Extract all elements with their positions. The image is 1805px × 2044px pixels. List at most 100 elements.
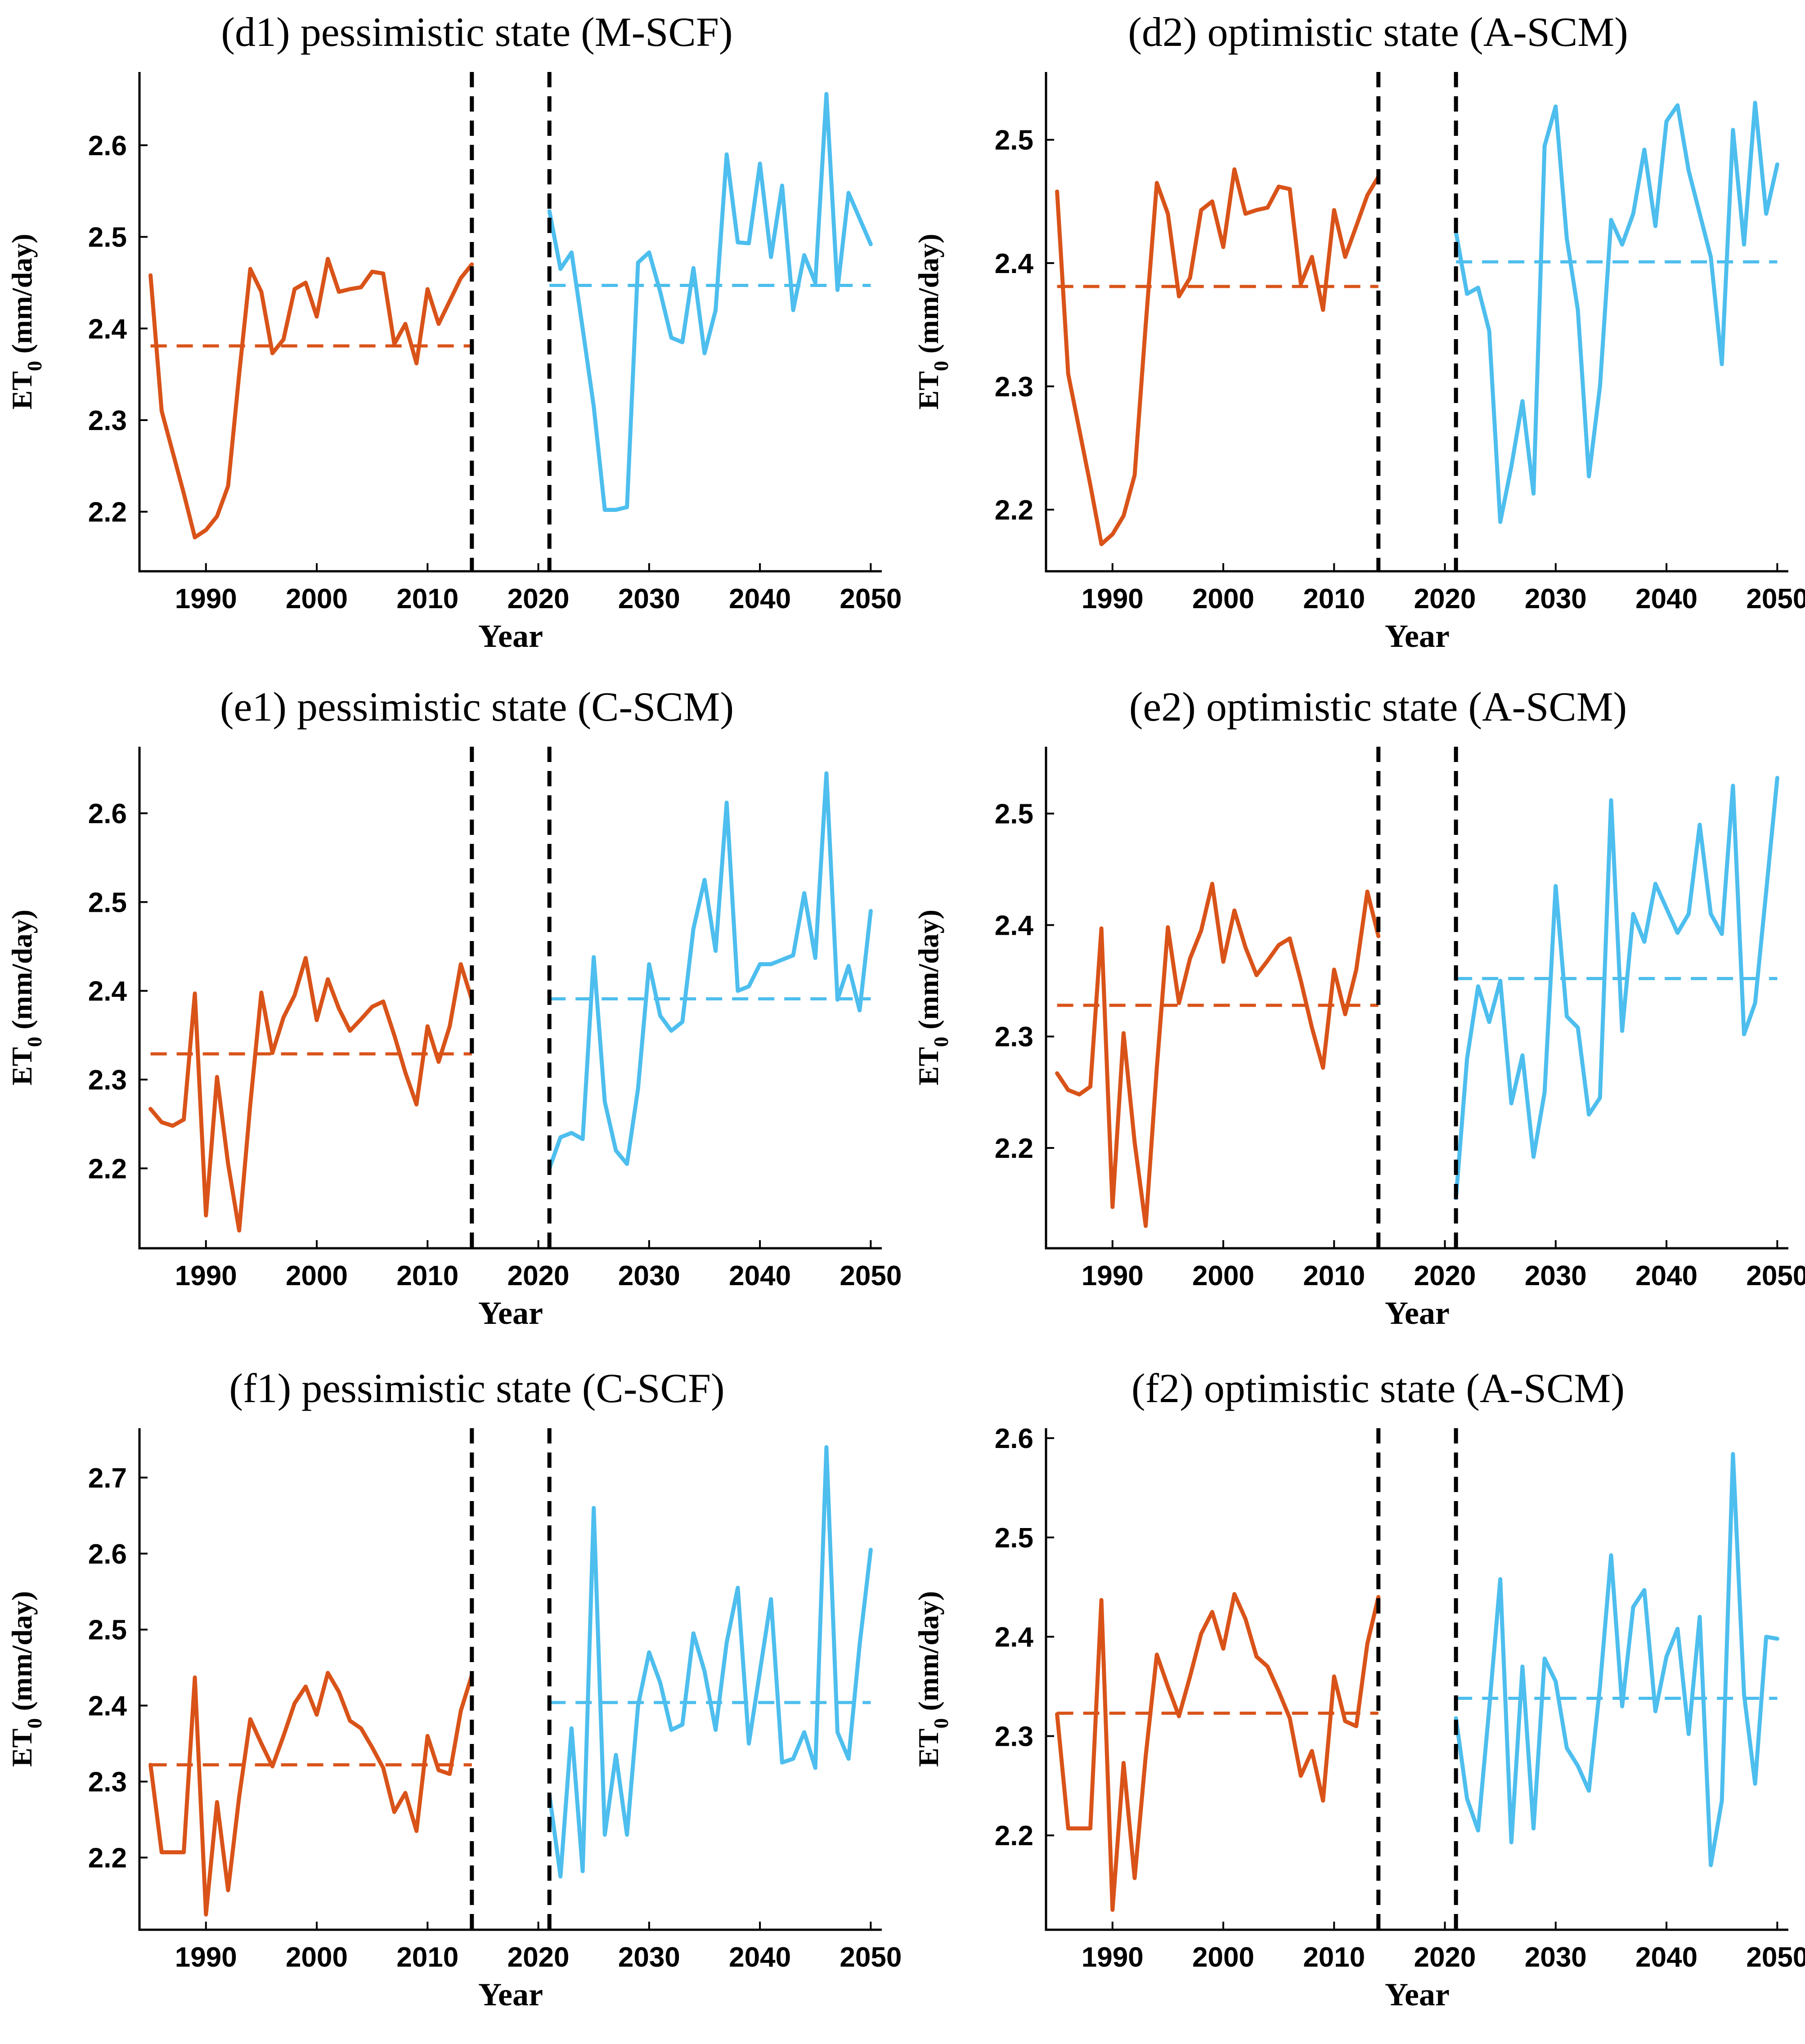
x-tick-label: 2030 [618, 583, 680, 614]
x-tick-label: 1990 [1082, 583, 1144, 614]
axis-lines [1045, 72, 1788, 573]
x-tick-label: 1990 [175, 1260, 237, 1291]
y-axis-label: ET0 (mm/day) [912, 910, 952, 1085]
y-tick-label: 2.5 [995, 799, 1033, 830]
y-tick-label: 2.5 [995, 125, 1033, 156]
x-tick-label: 2050 [840, 583, 902, 614]
axis-lines [1045, 1428, 1788, 1931]
series-line-historical [148, 257, 474, 540]
x-axis-label: Year [478, 1977, 543, 2013]
x-axis-label: Year [1385, 1977, 1450, 2013]
y-axis-label-main: ET [6, 1729, 38, 1767]
x-tick-label: 2040 [729, 1260, 791, 1291]
x-tick-label: 2030 [1525, 583, 1587, 614]
x-tick-label: 2030 [618, 1942, 680, 1973]
series-line-historical [148, 1671, 474, 1917]
x-tick-label: 2010 [1303, 1260, 1365, 1291]
x-tick-label: 2000 [1192, 583, 1254, 614]
x-tick-label: 2020 [1414, 583, 1476, 614]
y-axis-label: ET0 (mm/day) [912, 1591, 952, 1767]
y-axis-label-unit: (mm/day) [6, 910, 38, 1037]
chart-title: (e1) pessimistic state (C-SCM) [220, 684, 734, 730]
y-tick-label: 2.2 [995, 1133, 1033, 1164]
y-tick-label: 2.2 [88, 497, 127, 528]
x-tick-label: 2050 [1746, 583, 1805, 614]
y-tick-label: 2.4 [88, 1691, 127, 1722]
chart-panel-2: (d2) optimistic state (A-SCM) 2.2 2.3 2.4 2.… [912, 9, 1805, 654]
y-axis-label-subscript: 0 [929, 1718, 952, 1729]
x-tick-label: 2050 [840, 1260, 902, 1291]
chart-panel-1: (d1) pessimistic state (M-SCF) 2.2 2.3 2.4 2… [6, 9, 902, 654]
y-tick-label: 2.6 [88, 1539, 127, 1570]
x-tick-label: 2040 [729, 1942, 791, 1973]
y-tick-label: 2.5 [88, 887, 127, 918]
x-tick-label: 2040 [1635, 1260, 1697, 1291]
x-tick-label: 2050 [1746, 1260, 1805, 1291]
y-tick-label: 2.3 [995, 1022, 1033, 1053]
y-axis-label: ET0 (mm/day) [912, 234, 952, 410]
x-tick-label: 2050 [1746, 1942, 1805, 1973]
x-tick-label: 2010 [1303, 583, 1365, 614]
y-tick-label: 2.4 [88, 976, 127, 1007]
x-tick-label: 1990 [175, 583, 237, 614]
y-tick-label: 2.4 [995, 910, 1034, 941]
x-axis-label: Year [478, 1295, 543, 1331]
y-tick-label: 2.6 [88, 130, 127, 161]
y-axis-label-main: ET [912, 1729, 944, 1767]
x-tick-label: 2050 [840, 1942, 902, 1973]
x-tick-label: 2020 [1414, 1942, 1476, 1973]
y-axis-label-subscript: 0 [929, 1037, 952, 1047]
y-tick-label: 2.2 [88, 1843, 127, 1874]
series-line-historical [1055, 882, 1381, 1228]
series-line-historical [1055, 1592, 1381, 1912]
y-tick-label: 2.5 [88, 222, 127, 253]
series-line-future [547, 1445, 873, 1879]
y-axis-label-unit: (mm/day) [6, 1591, 38, 1718]
y-tick-label: 2.3 [995, 372, 1033, 403]
y-axis-label: ET0 (mm/day) [6, 910, 46, 1085]
x-tick-label: 2000 [286, 1942, 348, 1973]
chart-title: (d1) pessimistic state (M-SCF) [221, 9, 732, 55]
x-tick-label: 2030 [1525, 1942, 1587, 1973]
series-line-future [1454, 775, 1779, 1200]
chart-panel-6: (f2) optimistic state (A-SCM) 2.2 2.3 2.4 2.… [912, 1365, 1805, 2013]
x-tick-label: 2020 [507, 1942, 570, 1973]
x-tick-label: 2010 [1303, 1942, 1365, 1973]
x-tick-label: 2040 [1635, 1942, 1697, 1973]
axis-lines [1045, 747, 1788, 1250]
x-tick-label: 2030 [618, 1260, 680, 1291]
chart-panel-4: (e2) optimistic state (A-SCM) 2.2 2.3 2.4 2.… [912, 684, 1805, 1331]
y-tick-label: 2.5 [88, 1615, 127, 1646]
chart-title: (d2) optimistic state (A-SCM) [1128, 9, 1628, 55]
y-tick-label: 2.2 [995, 1820, 1033, 1851]
x-tick-label: 2030 [1525, 1260, 1587, 1291]
x-tick-label: 2020 [1414, 1260, 1476, 1291]
y-axis-label-unit: (mm/day) [912, 234, 944, 361]
y-tick-label: 2.3 [88, 1767, 127, 1798]
chart-panel-5: (f1) pessimistic state (C-SCF) 2.2 2.3 2.4 2… [6, 1365, 902, 2013]
y-tick-label: 2.4 [995, 1622, 1034, 1653]
x-tick-label: 2000 [286, 583, 348, 614]
x-tick-label: 1990 [175, 1942, 237, 1973]
y-tick-label: 2.6 [995, 1423, 1033, 1454]
y-axis-label: ET0 (mm/day) [6, 234, 46, 410]
y-tick-label: 2.4 [995, 248, 1034, 279]
series-line-future [547, 92, 873, 512]
series-line-future [1454, 101, 1779, 524]
x-tick-label: 1990 [1082, 1260, 1144, 1291]
x-tick-label: 1990 [1082, 1942, 1144, 1973]
x-axis-label: Year [1385, 1295, 1450, 1331]
x-tick-label: 2020 [507, 583, 570, 614]
y-axis-label-main: ET [912, 371, 944, 409]
x-axis-label: Year [478, 618, 543, 654]
y-tick-label: 2.3 [995, 1721, 1033, 1752]
axis-lines [138, 747, 882, 1250]
series-line-historical [1055, 167, 1381, 547]
y-axis-label-main: ET [6, 371, 38, 409]
x-tick-label: 2000 [1192, 1260, 1254, 1291]
chart-title: (e2) optimistic state (A-SCM) [1129, 684, 1627, 730]
chart-panel-3: (e1) pessimistic state (C-SCM) 2.2 2.3 2.4 2… [6, 684, 902, 1331]
y-tick-label: 2.5 [995, 1523, 1033, 1554]
axis-lines [138, 1428, 882, 1931]
